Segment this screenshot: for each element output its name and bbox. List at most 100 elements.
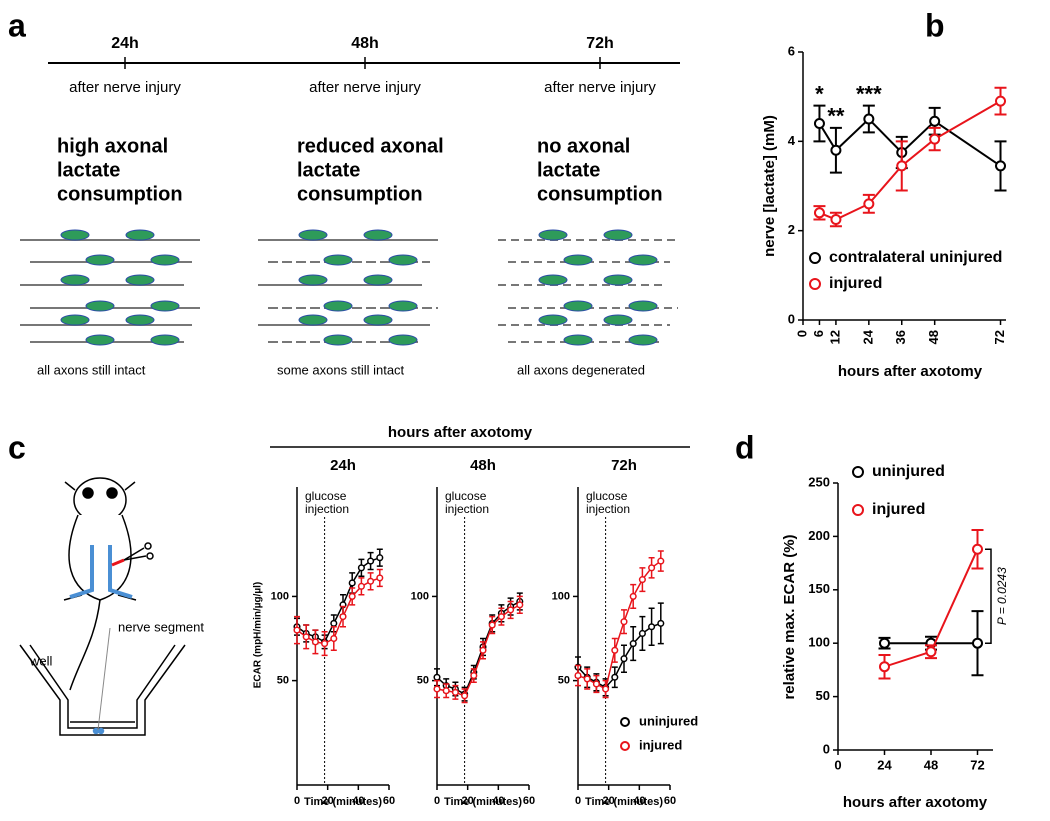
point bbox=[507, 606, 515, 614]
legend-label: injured bbox=[829, 275, 882, 292]
point bbox=[339, 613, 347, 621]
cell bbox=[563, 300, 593, 312]
point bbox=[830, 214, 842, 225]
legend-label: injured bbox=[872, 501, 925, 518]
y-tick-label: 50 bbox=[417, 675, 429, 687]
point bbox=[488, 621, 496, 629]
heading: consumption bbox=[57, 183, 183, 205]
series-line bbox=[436, 604, 521, 697]
series-line bbox=[577, 622, 662, 689]
point bbox=[657, 619, 665, 627]
point bbox=[348, 592, 356, 600]
x-tick-label: 0 bbox=[434, 795, 440, 807]
x-tick-label: 48 bbox=[924, 757, 938, 772]
chart-title: 72h bbox=[611, 457, 637, 474]
point bbox=[574, 672, 582, 680]
point bbox=[879, 661, 890, 673]
diagram-label: nerve segment bbox=[118, 619, 204, 634]
diagram-label: well bbox=[29, 653, 53, 668]
cell bbox=[323, 334, 353, 346]
annotation: glucose bbox=[305, 489, 347, 503]
panel-header: hours after axotomy bbox=[388, 424, 533, 441]
timeline-caption: after nerve injury bbox=[69, 79, 181, 96]
point bbox=[602, 685, 610, 693]
legend-marker bbox=[809, 252, 821, 264]
y-tick-label: 100 bbox=[271, 590, 289, 602]
caption: all axons still intact bbox=[37, 362, 146, 377]
point bbox=[293, 626, 301, 634]
x-tick-label: 0 bbox=[575, 795, 581, 807]
cell bbox=[603, 274, 633, 286]
cell bbox=[538, 274, 568, 286]
y-tick-label: 50 bbox=[558, 675, 570, 687]
cell bbox=[125, 314, 155, 326]
y-tick-label: 4 bbox=[788, 133, 796, 148]
point bbox=[995, 95, 1007, 107]
point bbox=[592, 680, 600, 688]
x-axis-label: hours after axotomy bbox=[843, 794, 988, 811]
cell bbox=[60, 314, 90, 326]
heading: reduced axonal bbox=[297, 135, 444, 157]
point bbox=[376, 554, 384, 562]
x-tick-label: 20 bbox=[462, 795, 474, 807]
point bbox=[583, 675, 591, 683]
point bbox=[442, 687, 450, 695]
x-tick-label: 60 bbox=[664, 795, 676, 807]
y-tick-label: 200 bbox=[808, 528, 830, 543]
cell bbox=[298, 274, 328, 286]
cell bbox=[363, 229, 393, 241]
cell bbox=[125, 274, 155, 286]
x-tick-label: 72 bbox=[970, 757, 984, 772]
point bbox=[330, 634, 338, 643]
legend-label: uninjured bbox=[639, 713, 698, 728]
x-tick-label: 24 bbox=[860, 329, 875, 344]
cell bbox=[388, 300, 418, 312]
point bbox=[367, 557, 375, 565]
point bbox=[648, 623, 656, 631]
point bbox=[620, 618, 628, 626]
series-line bbox=[436, 600, 521, 696]
x-tick-label: 6 bbox=[811, 330, 826, 337]
cell bbox=[323, 300, 353, 312]
cell bbox=[628, 300, 658, 312]
x-tick-label: 60 bbox=[383, 795, 395, 807]
cell bbox=[150, 254, 180, 266]
y-tick-label: 150 bbox=[808, 581, 830, 596]
point bbox=[376, 574, 384, 582]
x-tick-label: 40 bbox=[633, 795, 645, 807]
cell bbox=[85, 254, 115, 266]
point bbox=[497, 613, 505, 621]
cell bbox=[60, 229, 90, 241]
timeline-caption: after nerve injury bbox=[544, 79, 656, 96]
point bbox=[813, 117, 825, 129]
point bbox=[879, 637, 890, 649]
series-line bbox=[296, 577, 381, 645]
point bbox=[657, 557, 665, 565]
x-tick-label: 60 bbox=[523, 795, 535, 807]
cell bbox=[125, 229, 155, 241]
point bbox=[611, 673, 619, 681]
point bbox=[629, 640, 637, 648]
point bbox=[863, 113, 875, 125]
x-tick-label: 0 bbox=[834, 757, 841, 772]
panel-label: d bbox=[735, 429, 755, 465]
point bbox=[321, 640, 329, 648]
y-tick-label: 250 bbox=[808, 474, 830, 489]
heading: consumption bbox=[537, 183, 663, 205]
legend-marker bbox=[852, 466, 864, 478]
x-tick-label: 40 bbox=[492, 795, 504, 807]
series-line bbox=[819, 100, 1002, 221]
legend-label: injured bbox=[639, 737, 682, 752]
y-tick-label: 0 bbox=[823, 741, 830, 756]
x-tick-label: 40 bbox=[352, 795, 364, 807]
point bbox=[620, 655, 628, 663]
x-tick-label: 36 bbox=[893, 330, 908, 344]
point bbox=[302, 633, 310, 641]
cell bbox=[85, 334, 115, 346]
legend-label: contralateral uninjured bbox=[829, 249, 1002, 266]
point bbox=[516, 601, 524, 609]
point bbox=[972, 543, 983, 555]
heading: lactate bbox=[297, 159, 360, 181]
cell bbox=[363, 274, 393, 286]
